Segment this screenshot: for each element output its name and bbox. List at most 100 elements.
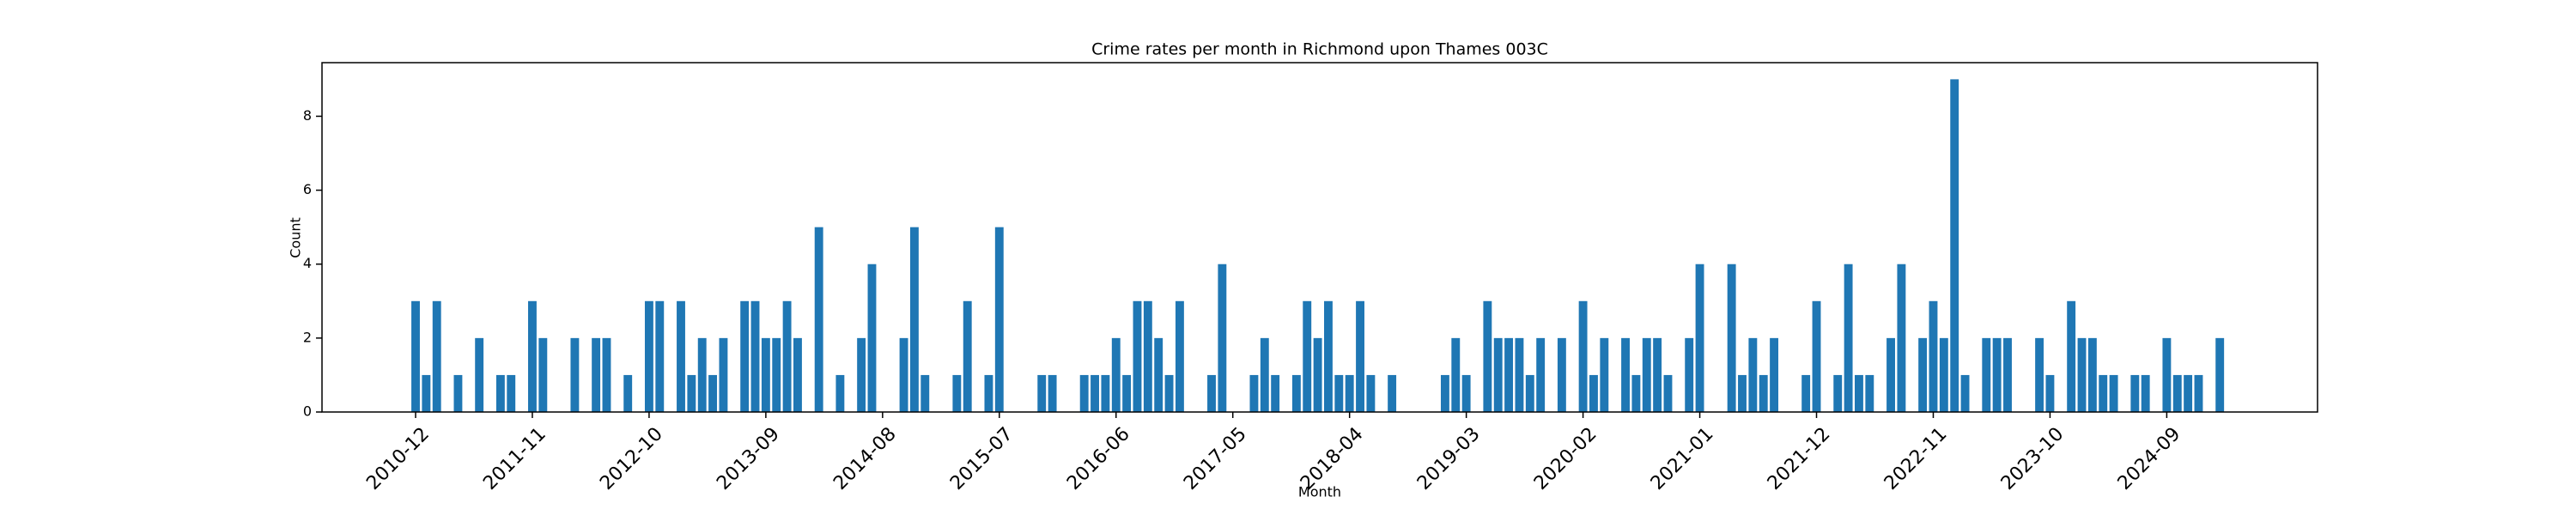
- bar: [1770, 337, 1779, 412]
- bar: [1801, 374, 1811, 412]
- bar: [867, 264, 877, 412]
- x-tick-label: 2013-09: [713, 423, 784, 494]
- bar: [793, 337, 802, 412]
- bar: [1356, 300, 1364, 412]
- bar: [1897, 264, 1906, 412]
- bar: [1091, 374, 1099, 412]
- bar: [2141, 374, 2150, 412]
- bar: [1748, 337, 1758, 412]
- x-tick-label: 2014-08: [829, 423, 901, 494]
- bar: [1525, 374, 1534, 412]
- bar: [1388, 374, 1397, 412]
- bar: [453, 374, 463, 412]
- bar: [1855, 374, 1863, 412]
- y-axis-label: Count: [288, 217, 304, 258]
- bar: [1950, 79, 1959, 412]
- bar: [1685, 337, 1694, 412]
- bar: [1483, 300, 1492, 412]
- x-tick-label: 2012-10: [596, 423, 667, 494]
- bar: [835, 374, 845, 412]
- bar: [1440, 374, 1449, 412]
- bar: [1111, 337, 1121, 412]
- bar: [1833, 374, 1843, 412]
- bar: [1079, 374, 1089, 412]
- chart-title: Crime rates per month in Richmond upon T…: [1091, 40, 1548, 59]
- bar: [1515, 337, 1524, 412]
- bar: [740, 300, 750, 412]
- bar: [2109, 374, 2118, 412]
- bar: [2184, 374, 2193, 412]
- bar: [1461, 374, 1471, 412]
- bar: [2087, 337, 2097, 412]
- bar: [411, 300, 420, 412]
- bar: [1037, 374, 1047, 412]
- bar: [857, 337, 866, 412]
- bar: [1589, 374, 1598, 412]
- bar: [1345, 374, 1354, 412]
- x-tick-label: 2015-07: [946, 423, 1018, 494]
- bar: [1695, 264, 1704, 412]
- bar: [708, 374, 718, 412]
- y-tick-label: 4: [303, 255, 312, 271]
- bar: [2215, 337, 2225, 412]
- bar: [1536, 337, 1546, 412]
- bar: [570, 337, 580, 412]
- bar: [655, 300, 665, 412]
- bar: [697, 337, 707, 412]
- bar: [422, 374, 431, 412]
- bar: [994, 227, 1004, 412]
- bar: [1313, 337, 1322, 412]
- bar: [1451, 337, 1461, 412]
- bar: [2003, 337, 2012, 412]
- x-tick-label: 2017-05: [1180, 423, 1251, 494]
- bar: [495, 374, 505, 412]
- bar: [1143, 300, 1152, 412]
- x-tick-label: 2021-01: [1647, 423, 1718, 494]
- bar: [2194, 374, 2203, 412]
- bar: [1663, 374, 1673, 412]
- bar: [1291, 374, 1301, 412]
- bar: [1886, 337, 1895, 412]
- bar: [2035, 337, 2044, 412]
- bar: [677, 300, 685, 412]
- bar: [1918, 337, 1928, 412]
- bar: [1249, 374, 1259, 412]
- bar: [1175, 300, 1184, 412]
- bar: [2077, 337, 2087, 412]
- y-tick-label: 8: [303, 107, 312, 124]
- bar: [920, 374, 930, 412]
- bar: [1493, 337, 1503, 412]
- bar: [1324, 300, 1333, 412]
- x-tick-label: 2020-02: [1530, 423, 1601, 494]
- bar: [899, 337, 908, 412]
- bar: [1844, 264, 1853, 412]
- x-tick-label: 2022-11: [1880, 423, 1952, 494]
- x-tick-label: 2011-11: [479, 423, 550, 494]
- bar: [1759, 374, 1768, 412]
- bar: [1164, 374, 1174, 412]
- bar: [750, 300, 760, 412]
- bar: [1366, 374, 1376, 412]
- bar: [1929, 300, 1938, 412]
- bar: [1727, 264, 1736, 412]
- bar: [1578, 300, 1588, 412]
- bar: [1504, 337, 1514, 412]
- bar: [1600, 337, 1609, 412]
- bar: [1653, 337, 1662, 412]
- bar: [1218, 264, 1227, 412]
- bar: [1631, 374, 1641, 412]
- bar: [623, 374, 633, 412]
- bar: [1122, 374, 1132, 412]
- bar: [528, 300, 537, 412]
- bar: [644, 300, 653, 412]
- bar: [507, 374, 516, 412]
- bar: [1271, 374, 1280, 412]
- x-tick-label: 2016-06: [1063, 423, 1134, 494]
- bar: [963, 300, 972, 412]
- bar: [2162, 337, 2172, 412]
- bar: [1865, 374, 1874, 412]
- bar: [1303, 300, 1312, 412]
- x-tick-label: 2023-10: [1997, 423, 2069, 494]
